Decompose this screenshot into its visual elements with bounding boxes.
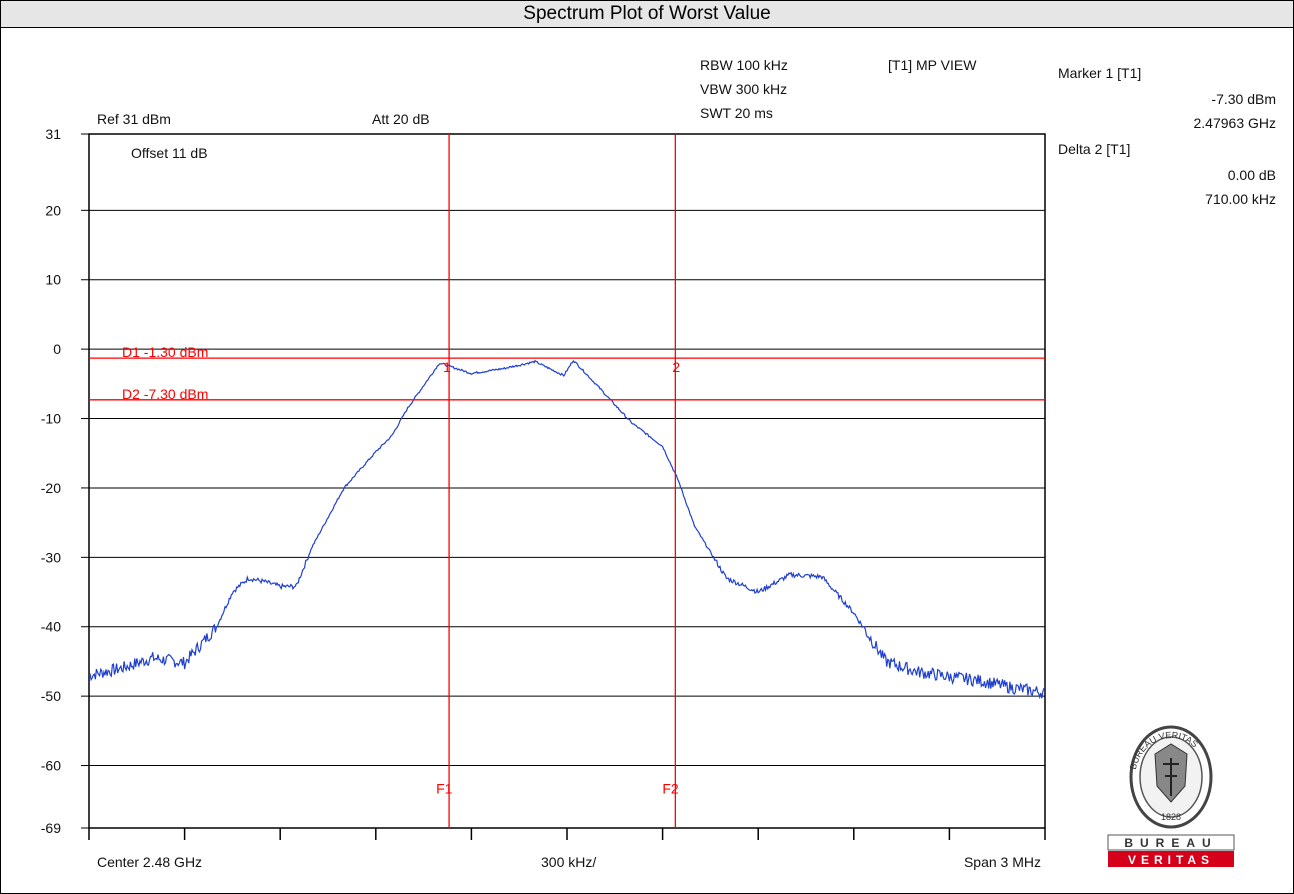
delta-title: Delta 2 [T1] bbox=[1058, 141, 1130, 157]
att-label: Att 20 dB bbox=[372, 111, 430, 127]
logo-top-band bbox=[1107, 834, 1235, 851]
y-tick-label: -30 bbox=[41, 549, 61, 565]
ref-label: Ref 31 dBm bbox=[97, 111, 171, 127]
y-tick-label: 0 bbox=[53, 341, 61, 357]
bureau-veritas-logo: BUREAU VERITAS 1828 BUREAU VERITAS bbox=[1107, 725, 1235, 867]
y-tick-label: -50 bbox=[41, 688, 61, 704]
seal-detail-icon bbox=[1163, 758, 1179, 796]
y-tick-label: -40 bbox=[41, 619, 61, 635]
logo-bureau-text: BUREAU bbox=[1124, 836, 1217, 850]
vbw-label: VBW 300 kHz bbox=[700, 81, 787, 97]
logo-bottom-band bbox=[1108, 851, 1234, 867]
plot-border bbox=[88, 133, 1046, 829]
seal-year: 1828 bbox=[1161, 812, 1181, 822]
rbw-label: RBW 100 kHz bbox=[700, 57, 788, 73]
delta-freq: 710.00 kHz bbox=[1205, 191, 1276, 207]
marker-label: 2 bbox=[672, 359, 680, 375]
y-tick-label: -20 bbox=[41, 480, 61, 496]
marker1-freq: 2.47963 GHz bbox=[1194, 115, 1277, 131]
y-tick-label: 20 bbox=[45, 202, 61, 218]
frequency-line-label: F2 bbox=[662, 780, 679, 796]
display-and-frequency-lines: D1 -1.30 dBm D2 -7.30 dBm F1 F2 1 2 bbox=[89, 134, 1045, 828]
marker1-title: Marker 1 [T1] bbox=[1058, 65, 1141, 81]
grid-lines bbox=[89, 133, 1045, 829]
frequency-line-label: F1 bbox=[436, 780, 453, 796]
seal-outer-ring bbox=[1129, 725, 1213, 829]
display-line-label: D2 -7.30 dBm bbox=[122, 386, 208, 402]
y-tick-label: 31 bbox=[45, 126, 61, 142]
y-tick-label: -10 bbox=[41, 411, 61, 427]
swt-label: SWT 20 ms bbox=[700, 105, 773, 121]
y-tick-label: -69 bbox=[41, 820, 61, 836]
x-tick-marks bbox=[88, 828, 1046, 840]
center-freq-label: Center 2.48 GHz bbox=[97, 854, 202, 870]
plot-title: Spectrum Plot of Worst Value bbox=[1, 1, 1293, 28]
delta-level: 0.00 dB bbox=[1228, 167, 1276, 183]
spectrum-trace-line bbox=[88, 359, 1046, 700]
marker-label: 1 bbox=[443, 359, 451, 375]
y-tick-labels: 31 20 10 0 -10 -20 -30 -40 -50 -60 -69 bbox=[41, 126, 89, 836]
per-div-label: 300 kHz/ bbox=[541, 854, 596, 870]
offset-label: Offset 11 dB bbox=[131, 145, 208, 161]
trace-series bbox=[88, 359, 1046, 700]
y-tick-label: 10 bbox=[45, 272, 61, 288]
logo-veritas-text: VERITAS bbox=[1128, 853, 1214, 867]
span-label: Span 3 MHz bbox=[964, 854, 1041, 870]
view-label: [T1] MP VIEW bbox=[888, 57, 977, 73]
marker1-level: -7.30 dBm bbox=[1211, 91, 1276, 107]
y-tick-label: -60 bbox=[41, 758, 61, 774]
display-line-label: D1 -1.30 dBm bbox=[122, 344, 208, 360]
